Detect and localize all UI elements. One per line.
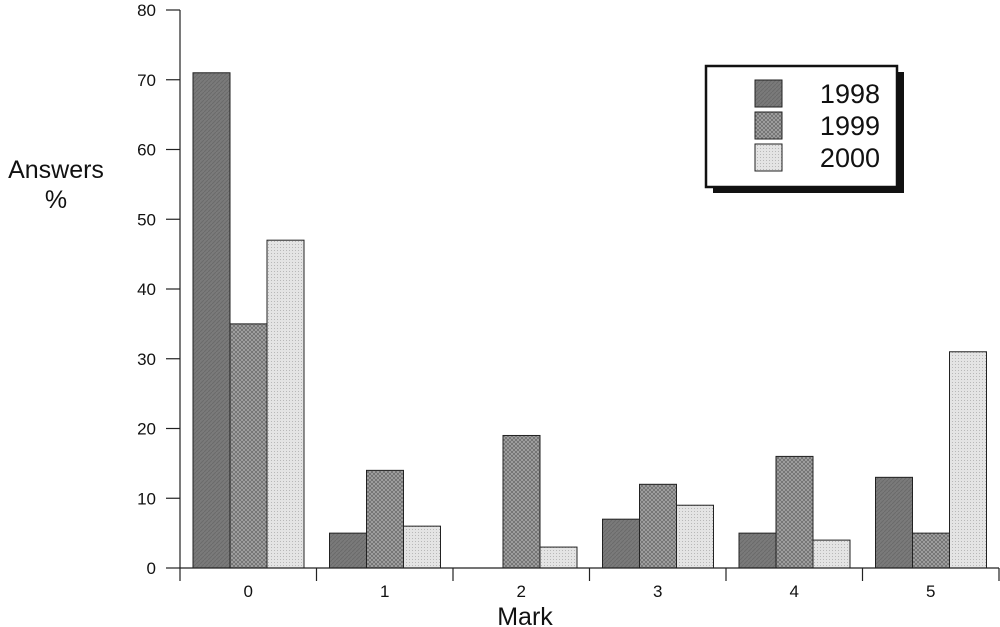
y-axis-title-line-2: % xyxy=(45,186,67,214)
bar-1999-mark-4 xyxy=(775,455,814,569)
y-tick-label: 60 xyxy=(137,141,156,160)
bar-2000-mark-5 xyxy=(949,351,987,569)
x-ticks: 0 1 2 3 4 5 xyxy=(179,568,1000,601)
y-tick-label: 20 xyxy=(137,420,156,439)
legend-swatch-1999 xyxy=(754,111,783,140)
y-tick-label: 30 xyxy=(137,350,156,369)
y-tick-label: 10 xyxy=(137,489,156,508)
bar-1999-mark-5 xyxy=(912,532,950,569)
y-axis-title-line-1: Answers xyxy=(8,156,104,184)
x-tick-label: 3 xyxy=(653,582,662,601)
plot-area: 0 10 20 30 40 50 60 70 80 0 1 2 3 4 5 xyxy=(137,1,1000,601)
bar-2000-mark-4 xyxy=(812,539,851,569)
y-tick-label: 40 xyxy=(137,280,156,299)
x-tick-label: 0 xyxy=(244,582,253,601)
bar-1999-mark-0 xyxy=(229,323,268,569)
y-tick-label: 80 xyxy=(137,1,156,20)
bar-1998-mark-5 xyxy=(875,476,913,569)
legend-box xyxy=(704,64,899,189)
legend-label-2000: 2000 xyxy=(820,143,880,173)
x-tick-label: 1 xyxy=(380,582,389,601)
bar-2000-mark-1 xyxy=(403,525,441,569)
legend-swatch-1998 xyxy=(754,79,783,108)
legend-label-1998: 1998 xyxy=(820,79,880,109)
bar-1999-mark-2 xyxy=(502,434,541,569)
bar-1998-mark-1 xyxy=(329,532,367,569)
x-tick-label: 5 xyxy=(926,582,935,601)
bar-2000-mark-3 xyxy=(676,504,714,569)
x-axis-title: Mark xyxy=(497,603,553,627)
bar-1998-mark-3 xyxy=(602,518,640,569)
bar-1999-mark-1 xyxy=(366,469,404,569)
y-tick-label: 0 xyxy=(147,559,156,578)
legend-label-1999: 1999 xyxy=(820,111,880,141)
bar-1999-mark-3 xyxy=(639,483,677,569)
x-tick-label: 4 xyxy=(790,582,799,601)
bar-2000-mark-0 xyxy=(266,239,305,569)
bars xyxy=(192,72,987,569)
y-tick-label: 70 xyxy=(137,71,156,90)
x-tick-label: 2 xyxy=(517,582,526,601)
bar-2000-mark-2 xyxy=(539,546,578,569)
bar-1998-mark-0 xyxy=(192,72,231,569)
bar-1998-mark-4 xyxy=(738,532,777,569)
y-ticks: 0 10 20 30 40 50 60 70 80 xyxy=(137,1,180,578)
legend-swatch-2000 xyxy=(754,143,783,172)
y-tick-label: 50 xyxy=(137,210,156,229)
